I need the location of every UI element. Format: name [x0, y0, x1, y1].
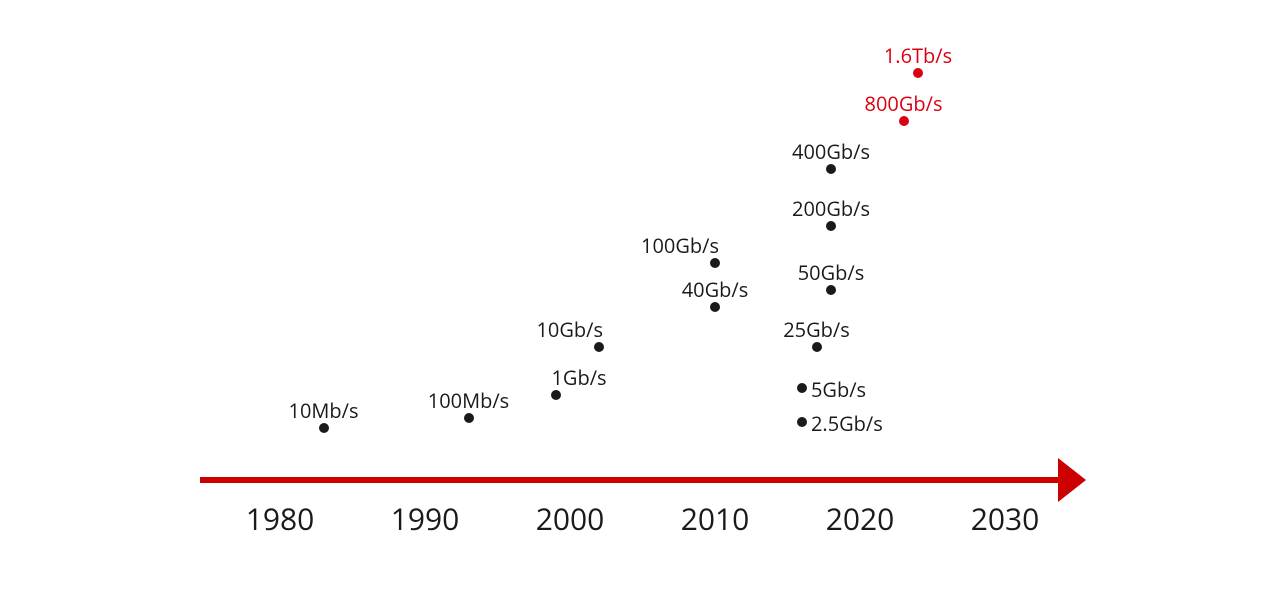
data-point-label: 50Gb/s [798, 259, 865, 286]
x-axis-tick-label: 2010 [681, 498, 750, 539]
data-point [710, 258, 720, 268]
data-point-label: 200Gb/s [792, 195, 870, 222]
x-axis-tick-label: 2000 [536, 498, 605, 539]
data-point [710, 302, 720, 312]
data-point-label: 40Gb/s [682, 276, 749, 303]
data-point-label: 400Gb/s [792, 138, 870, 165]
data-point-label: 800Gb/s [865, 90, 943, 117]
data-point [551, 390, 561, 400]
data-point [594, 342, 604, 352]
data-point-label: 100Mb/s [428, 387, 509, 414]
x-axis-line [200, 477, 1060, 483]
data-point [826, 164, 836, 174]
data-point [812, 342, 822, 352]
data-point-label: 2.5Gb/s [811, 410, 883, 437]
timeline-chart: 1980 1990 2000 2010 2020 2030 10Mb/s 100Mb/s 1G… [0, 0, 1280, 600]
data-point [826, 221, 836, 231]
data-point [797, 417, 807, 427]
data-point [899, 116, 909, 126]
data-point [913, 68, 923, 78]
x-axis-tick-label: 2030 [971, 498, 1040, 539]
data-point-label: 25Gb/s [783, 316, 850, 343]
data-point-label: 1Gb/s [552, 364, 607, 391]
data-point-label: 1.6Tb/s [884, 42, 952, 69]
data-point-label: 10Mb/s [289, 397, 359, 424]
x-axis-tick-label: 1980 [246, 498, 315, 539]
x-axis-tick-label: 2020 [826, 498, 895, 539]
data-point [464, 413, 474, 423]
data-point [319, 423, 329, 433]
data-point [797, 383, 807, 393]
data-point-label: 100Gb/s [641, 232, 719, 259]
x-axis-tick-label: 1990 [391, 498, 460, 539]
data-point-label: 10Gb/s [536, 316, 603, 343]
data-point-label: 5Gb/s [811, 376, 866, 403]
data-point [826, 285, 836, 295]
x-axis-arrowhead [1058, 458, 1086, 502]
